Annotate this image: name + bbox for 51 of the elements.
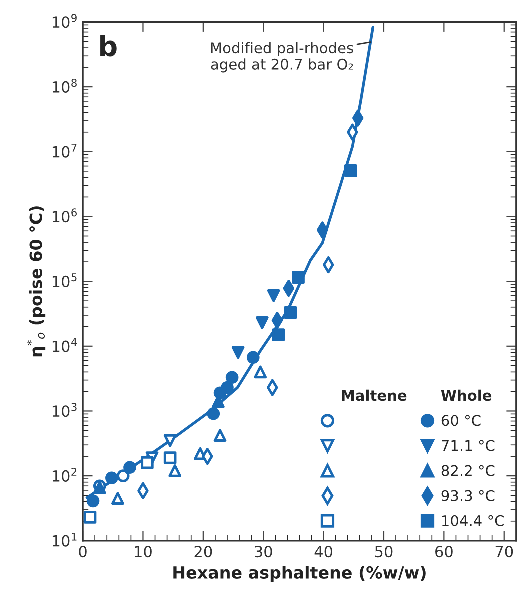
y-tick-label: 10$^{9}$ [52,14,77,28]
y-tick-label: 10$^{1}$ [52,532,77,547]
y-tick-label: 10$^{7}$ [52,144,77,158]
point [221,381,234,394]
legend-label: 60 °C [442,415,481,426]
point [256,316,269,330]
point [164,434,177,448]
legend-label: 82.2 °C [442,465,495,476]
point [214,429,227,442]
point [141,456,154,470]
point [232,346,245,360]
y-axis-title: η$^{*}$$_{o}$ (poise 60 °C) [27,206,46,357]
point [272,328,286,342]
x-tick-label: 0 [79,546,87,558]
point [168,464,182,478]
point [86,494,100,508]
point [284,306,298,320]
x-tick-label: 70 [496,546,514,558]
point [116,470,130,482]
x-tick-label: 10 [135,546,152,558]
point [292,271,305,284]
x-axis-title: Hexane asphaltene (%w/w) [174,566,426,582]
y-tick-label: 10$^{2}$ [52,468,77,482]
y-tick-label: 10$^{8}$ [52,78,77,93]
point [246,351,260,364]
point [124,461,136,474]
annotation: b [100,35,117,57]
y-tick-label: 10$^{6}$ [52,208,78,223]
y-tick-label: 10$^{3}$ [52,403,77,418]
x-tick-label: 30 [255,546,272,558]
legend-label: 93.3 °C [442,490,495,502]
point [267,290,280,302]
legend-label: 71.1 °C [442,440,495,452]
point [106,472,118,485]
annotation: Modified pal-rhodes aged at 20.7 bar O₂ [211,42,354,73]
point [207,407,220,420]
point [254,366,267,379]
point [112,492,124,505]
point [226,371,239,384]
annotation: Maltene [342,390,407,402]
annotation: Whole [441,390,492,402]
x-tick-label: 20 [194,546,212,558]
x-tick-label: 50 [375,546,393,558]
legend-label: 104.4 °C [442,515,504,526]
point [164,452,177,464]
x-tick-label: 40 [314,546,333,558]
x-tick-label: 60 [436,546,453,558]
y-tick-label: 10$^{5}$ [52,274,77,288]
point [344,164,358,178]
y-tick-label: 10$^{4}$ [52,338,78,352]
point [84,511,97,524]
